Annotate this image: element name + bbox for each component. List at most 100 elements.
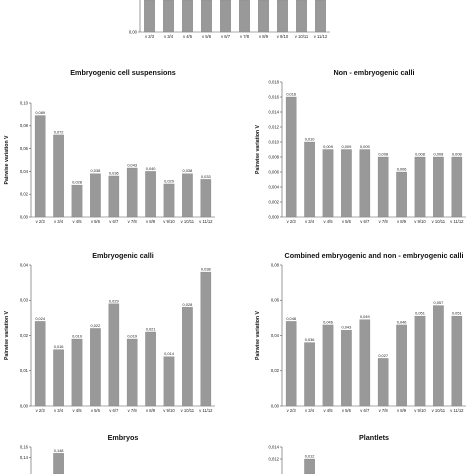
- chart-2-ytick-label: 0,012: [269, 124, 280, 129]
- chart-2-xtick-label-2: v 4/5: [323, 219, 333, 224]
- chart-5-title: Embryos: [108, 433, 139, 442]
- chart-2-value-label-8: 0,008: [434, 152, 444, 157]
- chart-1-title: Embryogenic cell suspensions: [70, 68, 175, 77]
- chart-2-ytick-label: 0,000: [269, 214, 280, 219]
- chart-0-xtick-label-4: v 6/7: [221, 34, 231, 39]
- chart-1-xtick-label-6: v 8/9: [146, 219, 156, 224]
- chart-1-bar-9: [200, 179, 212, 218]
- chart-2-xtick-label-7: v 9/10: [414, 219, 426, 224]
- chart-3-value-label-3: 0,022: [91, 323, 101, 328]
- chart-3-xtick-label-3: v 5/6: [91, 408, 101, 413]
- chart-2-ylabel: Pairwise variation V: [255, 124, 261, 174]
- chart-3-title: Embryogenic calli: [92, 251, 154, 260]
- chart-1-xtick-label-7: v 9/10: [163, 219, 175, 224]
- chart-1-xtick-label-3: v 5/6: [91, 219, 101, 224]
- chart-4-xtick-label-7: v 9/10: [414, 408, 426, 413]
- chart-2-ytick-label: 0,014: [269, 109, 280, 114]
- chart-1-xtick-label-5: v 7/8: [128, 219, 138, 224]
- chart-2-bar-5: [377, 156, 389, 218]
- chart-2-title: Non - embryogenic calli: [333, 68, 414, 77]
- chart-4-value-label-2: 0,046: [323, 319, 333, 324]
- chart-4-ytick-label: 0,00: [271, 403, 280, 408]
- chart-1-bar-4: [108, 175, 120, 218]
- chart-3-xtick-label-2: v 4/5: [72, 408, 82, 413]
- chart-1-xtick-label-2: v 4/5: [72, 219, 82, 224]
- chart-4-bar-9: [451, 315, 463, 407]
- chart-1-value-label-9: 0,033: [201, 174, 211, 179]
- chart-1-bar-8: [182, 173, 193, 218]
- chart-3-ytick-label: 0,02: [20, 333, 29, 338]
- chart-2-xtick-label-4: v 6/7: [360, 219, 370, 224]
- chart-1-xtick-label-0: v 2/3: [36, 219, 46, 224]
- chart-6-ytick-label: 0,014: [269, 444, 280, 449]
- chart-4-value-label-9: 0,051: [452, 311, 462, 316]
- chart-0-bar-1: [163, 0, 174, 33]
- chart-2-xtick-label-1: v 3/4: [305, 219, 315, 224]
- chart-3-ytick-label: 0,01: [20, 368, 29, 373]
- chart-3-bar-4: [108, 303, 120, 407]
- chart-4-ytick-label: 0,02: [271, 368, 280, 373]
- chart-3-xtick-label-4: v 6/7: [109, 408, 119, 413]
- chart-0-xtick-label-9: v 11/12: [314, 34, 328, 39]
- chart-4-bar-1: [304, 342, 315, 407]
- chart-1-value-label-6: 0,040: [146, 166, 157, 171]
- chart-4-bar-2: [322, 324, 334, 407]
- chart-2-value-label-4: 0,009: [360, 144, 370, 149]
- chart-3-value-label-9: 0,038: [201, 267, 211, 272]
- chart-3-value-label-1: 0,016: [54, 344, 64, 349]
- chart-2-ytick-label: 0,004: [269, 184, 280, 189]
- chart-3-xtick-label-5: v 7/8: [128, 408, 138, 413]
- chart-1-ytick-label: 0,04: [20, 169, 29, 174]
- chart-3-value-label-6: 0,021: [146, 326, 156, 331]
- chart-1-ytick-label: 0,06: [20, 146, 29, 151]
- chart-3-value-label-4: 0,029: [109, 298, 119, 303]
- chart-3-xtick-label-7: v 9/10: [163, 408, 175, 413]
- chart-2-xtick-label-3: v 5/6: [342, 219, 352, 224]
- chart-4-xtick-label-3: v 5/6: [342, 408, 352, 413]
- chart-4-xtick-label-4: v 6/7: [360, 408, 370, 413]
- chart-3-bar-7: [163, 356, 175, 407]
- chart-1-bar-6: [145, 171, 156, 218]
- chart-4-bar-5: [377, 358, 389, 407]
- chart-2-ytick-label: 0,010: [269, 139, 280, 144]
- chart-6-ytick-label: 0,012: [269, 456, 280, 461]
- chart-4-bar-7: [414, 315, 426, 407]
- chart-3-value-label-8: 0,028: [183, 302, 193, 307]
- chart-0-bar-4: [220, 0, 231, 33]
- chart-2-xtick-label-9: v 11/12: [450, 219, 464, 224]
- chart-4-ylabel: Pairwise variation V: [255, 310, 261, 360]
- chart-1-bar-3: [90, 173, 101, 218]
- chart-6-value-label-1: 0,012: [305, 454, 315, 459]
- chart-3-value-label-7: 0,014: [164, 351, 175, 356]
- chart-1-ytick-label: 0,02: [20, 192, 29, 197]
- chart-4-value-label-1: 0,036: [305, 337, 315, 342]
- chart-3-xtick-label-1: v 3/4: [54, 408, 64, 413]
- chart-3-bar-3: [90, 328, 101, 407]
- chart-4-xtick-label-1: v 3/4: [305, 408, 315, 413]
- chart-1-bar-1: [53, 134, 64, 218]
- chart-2-value-label-3: 0,009: [342, 144, 352, 149]
- chart-1-ytick-label: 0,00: [20, 214, 29, 219]
- chart-2-ytick-label: 0,016: [269, 94, 280, 99]
- chart-2-bar-7: [414, 156, 426, 218]
- chart-0-bar-9: [315, 0, 326, 33]
- chart-4-title: Combined embryogenic and non - embryogen…: [285, 251, 464, 260]
- chart-1-xtick-label-8: v 10/11: [181, 219, 195, 224]
- chart-0-bar-3: [201, 0, 212, 33]
- chart-4-value-label-6: 0,046: [397, 319, 407, 324]
- chart-3-ytick-label: 0,04: [20, 262, 29, 267]
- chart-2-ytick-label: 0,018: [269, 79, 280, 84]
- chart-1-bar-2: [71, 184, 83, 218]
- chart-5-value-label-1: 0,148: [54, 448, 64, 453]
- chart-3-xtick-label-9: v 11/12: [199, 408, 213, 413]
- chart-1-value-label-3: 0,038: [91, 168, 101, 173]
- chart-3-bar-5: [126, 338, 138, 407]
- chart-2-xtick-label-8: v 10/11: [432, 219, 446, 224]
- chart-2-bar-1: [304, 141, 315, 218]
- chart-2-bar-3: [341, 149, 352, 218]
- chart-0-bar-0: [144, 0, 155, 33]
- chart-3-bar-1: [53, 349, 64, 407]
- chart-4-value-label-4: 0,049: [360, 314, 370, 319]
- chart-1-xtick-label-1: v 3/4: [54, 219, 64, 224]
- chart-0-ytick-label: 0,00: [129, 29, 138, 34]
